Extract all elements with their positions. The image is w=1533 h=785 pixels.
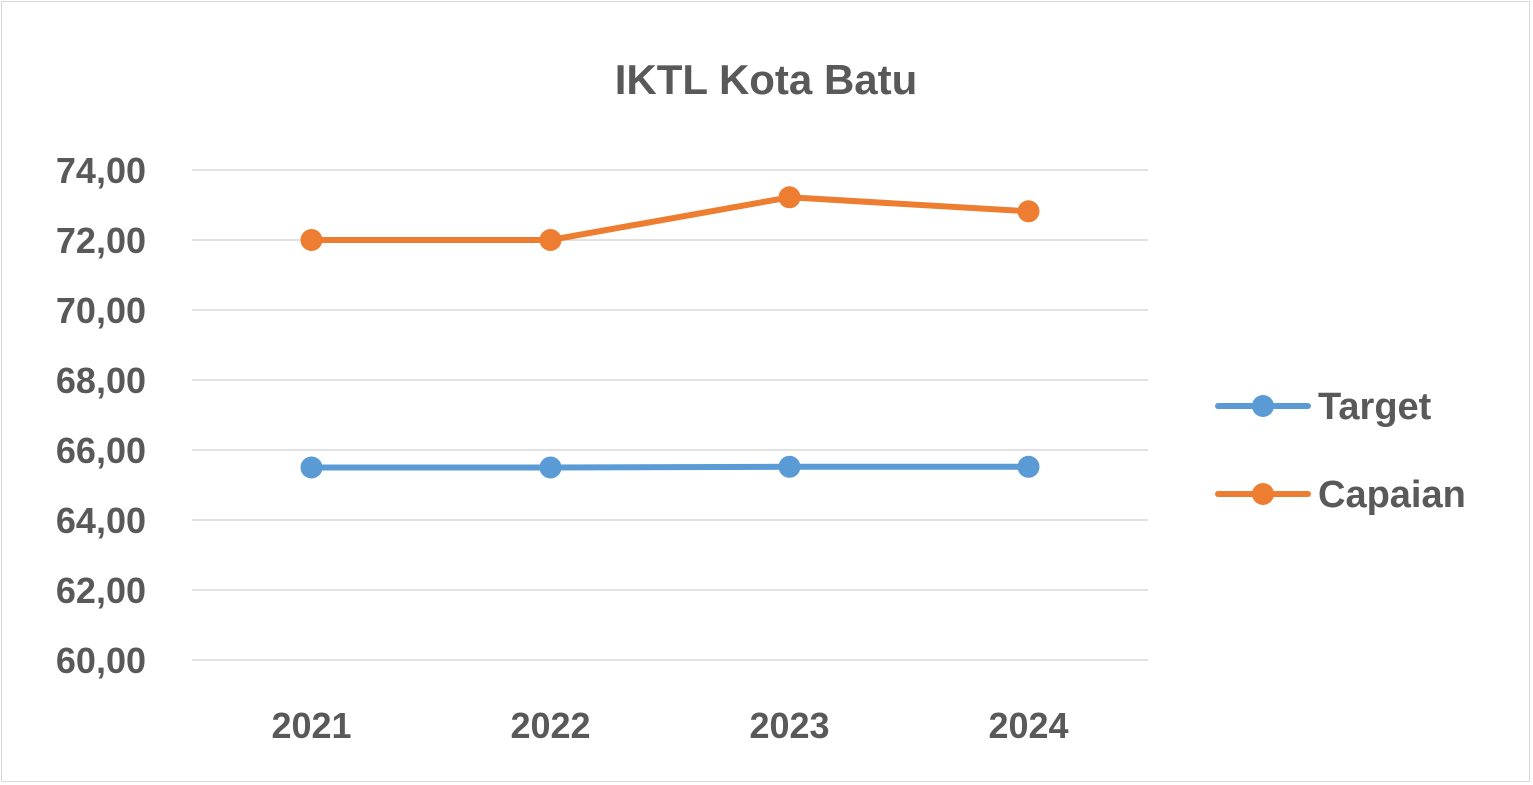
x-tick-label: 2021 <box>271 705 351 746</box>
legend-label-capaian: Capaian <box>1318 474 1466 516</box>
data-point-capaian <box>778 186 801 209</box>
data-point-target <box>300 456 323 479</box>
data-point-capaian <box>539 229 562 251</box>
y-tick-label: 68,00 <box>56 360 146 401</box>
legend-swatch-marker <box>1252 395 1274 417</box>
y-axis-tick-labels: 60,00 62,00 64,00 66,00 68,00 70,00 72,00 74,00 <box>56 150 146 681</box>
y-tick-label: 72,00 <box>56 220 146 261</box>
y-tick-label: 64,00 <box>56 500 146 541</box>
legend-swatch-marker <box>1252 483 1274 505</box>
y-tick-label: 62,00 <box>56 570 146 611</box>
data-point-target <box>1017 455 1040 478</box>
data-point-target <box>539 456 562 479</box>
data-point-target <box>778 455 801 478</box>
x-tick-label: 2024 <box>988 705 1068 746</box>
series-line-target <box>308 463 1032 471</box>
y-tick-label: 60,00 <box>56 640 146 681</box>
series-lines <box>300 186 1040 479</box>
y-tick-label: 74,00 <box>56 150 146 191</box>
legend-label-target: Target <box>1318 386 1432 428</box>
data-point-capaian <box>1017 200 1040 223</box>
gridlines <box>192 169 1148 661</box>
y-tick-label: 70,00 <box>56 290 146 331</box>
x-tick-label: 2022 <box>510 705 590 746</box>
y-tick-label: 66,00 <box>56 430 146 471</box>
series-line-capaian <box>308 194 1032 243</box>
data-point-capaian <box>300 229 323 251</box>
chart-title: IKTL Kota Batu <box>615 56 918 103</box>
x-axis-tick-labels: 2021 2022 2023 2024 <box>271 705 1068 746</box>
x-tick-label: 2023 <box>749 705 829 746</box>
legend: Target Capaian <box>1215 386 1466 516</box>
